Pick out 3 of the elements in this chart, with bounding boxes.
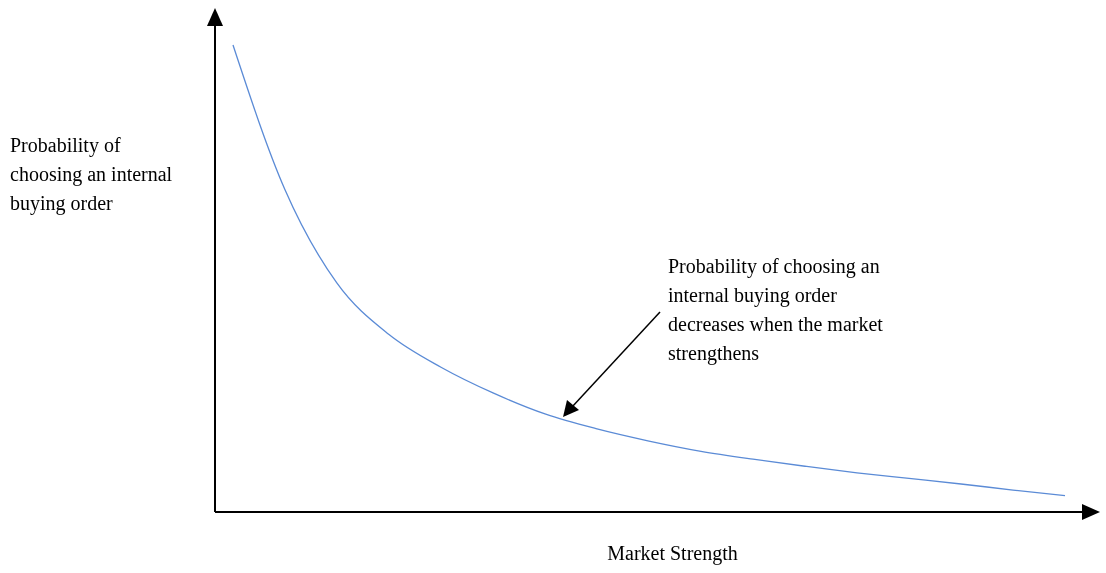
y-axis-title: Probability of choosing an internal buying order: [10, 134, 173, 215]
annotation: Probability of choosing an internal buying order decreases when the market strengthens: [668, 255, 884, 365]
x-axis-title: Market Strength: [607, 542, 738, 565]
